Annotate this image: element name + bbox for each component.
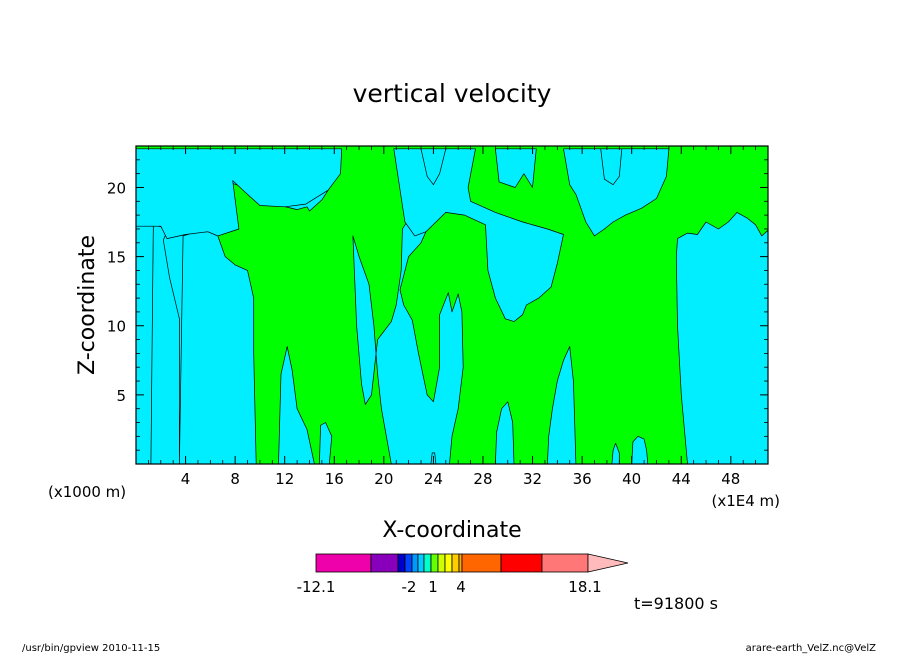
- negative-region-6: [319, 422, 333, 464]
- x-tick-label: 44: [672, 470, 691, 488]
- colorbar-label: 1: [428, 578, 438, 596]
- x-tick-label: 20: [374, 470, 393, 488]
- colorbar: [315, 553, 629, 573]
- negative-region-13: [495, 401, 515, 464]
- colorbar-segment: [444, 553, 453, 573]
- colorbar-segment: [411, 553, 419, 573]
- negative-region-18: [547, 346, 577, 464]
- negative-region-12: [600, 148, 623, 186]
- x-unit-right: (x1E4 m): [711, 492, 780, 510]
- negative-region-10: [420, 148, 447, 186]
- colorbar-segment: [404, 553, 413, 573]
- colorbar-segment: [397, 553, 406, 573]
- x-tick-label: 12: [275, 470, 294, 488]
- colorbar-segment: [458, 553, 463, 573]
- chart-title: vertical velocity: [353, 79, 552, 108]
- negative-region-14: [611, 442, 620, 464]
- footer-right: arare-earth_VelZ.nc@VelZ: [746, 643, 877, 654]
- y-tick-label: 20: [107, 179, 126, 197]
- x-tick-label: 16: [325, 470, 344, 488]
- x-tick-label: 40: [622, 470, 641, 488]
- plot-frame: [135, 145, 769, 465]
- x-tick-label: 4: [181, 470, 191, 488]
- x-axis-label: X-coordinate: [382, 518, 521, 543]
- negative-region-8: [393, 148, 564, 322]
- colorbar-label: 18.1: [568, 578, 601, 596]
- x-unit-left: (x1000 m): [48, 483, 126, 501]
- colorbar-label: 4: [456, 578, 466, 596]
- colorbar-segment: [451, 553, 460, 573]
- negative-region-16: [675, 212, 768, 464]
- x-tick-label: 48: [721, 470, 740, 488]
- negative-region-15: [631, 435, 649, 464]
- negative-region-5: [136, 148, 343, 239]
- colorbar-segment: [437, 553, 446, 573]
- colorbar-segment: [500, 553, 543, 573]
- x-tick-label: 36: [573, 470, 592, 488]
- contour-regions: [136, 148, 768, 464]
- colorbar-label: -12.1: [297, 578, 336, 596]
- x-tick-label: 8: [230, 470, 240, 488]
- y-axis-label: Z-coordinate: [75, 235, 100, 375]
- negative-region-11: [563, 148, 670, 237]
- colorbar-labels: -12.1 -2 1 4 18.1: [297, 578, 602, 596]
- x-axis: 4 8 12 16 20 24 28 32 36 40 44 48: [147, 146, 757, 488]
- plot-area: [135, 145, 769, 465]
- negative-region-7: [352, 214, 464, 464]
- colorbar-segment: [417, 553, 425, 573]
- y-tick-label: 10: [107, 318, 126, 336]
- colorbar-arrow: [587, 553, 629, 573]
- y-axis: 5 10 15 20: [107, 159, 768, 451]
- colorbar-segment: [541, 553, 589, 573]
- x-tick-label: 28: [473, 470, 492, 488]
- colorbar-segment: [370, 553, 399, 573]
- footer-left: /usr/bin/gpview 2010-11-15: [22, 643, 160, 654]
- colorbar-segment: [423, 553, 432, 573]
- negative-region-3: [278, 346, 315, 464]
- negative-region-2: [136, 223, 154, 464]
- y-tick-label: 15: [107, 249, 126, 267]
- x-tick-label: 32: [523, 470, 542, 488]
- colorbar-segment: [315, 553, 372, 573]
- x-tick-label: 24: [424, 470, 443, 488]
- colorbar-segment: [461, 553, 502, 573]
- colorbar-label: -2: [402, 578, 417, 596]
- y-tick-label: 5: [116, 387, 126, 405]
- negative-region-9: [495, 148, 537, 188]
- time-label: t=91800 s: [634, 594, 718, 613]
- colorbar-segment: [430, 553, 439, 573]
